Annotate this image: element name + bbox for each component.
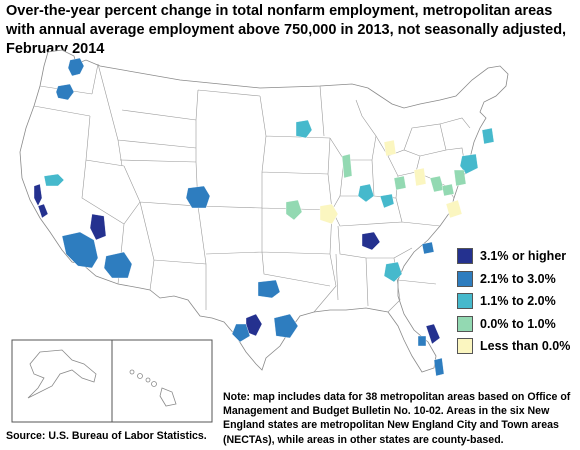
legend-item: 3.1% or higher [457, 245, 577, 268]
legend-item: Less than 0.0% [457, 335, 577, 358]
us-outline [19, 49, 509, 373]
metro-denver [185, 185, 211, 209]
legend-swatch [457, 338, 473, 355]
metro-phoenix [103, 251, 133, 279]
source-credit: Source: U.S. Bureau of Labor Statistics. [6, 430, 207, 442]
us-map [11, 49, 509, 423]
metro-orlando [425, 323, 441, 345]
metro-san-jose [37, 203, 49, 219]
metro-cleveland [413, 167, 427, 187]
legend-label: 3.1% or higher [480, 249, 567, 264]
metro-seattle [67, 57, 85, 77]
metro-new-york [459, 153, 479, 175]
legend-swatch [457, 248, 473, 265]
metro-las-vegas [89, 213, 107, 241]
metro-sacramento [43, 173, 65, 187]
metro-dallas [257, 279, 281, 299]
metro-columbus [393, 175, 407, 191]
metro-philadelphia [453, 169, 467, 187]
legend-swatch [457, 315, 473, 332]
metro-portland [55, 83, 75, 101]
legend-swatch [457, 293, 473, 310]
metro-cincinnati [379, 193, 395, 209]
metro-tampa [417, 335, 427, 347]
metro-minneapolis [295, 119, 313, 139]
metro-san-antonio [231, 323, 251, 343]
legend-swatch [457, 270, 473, 287]
alaska-shape [27, 349, 97, 399]
metro-chicago [341, 153, 353, 179]
metro-indianapolis [357, 183, 375, 203]
legend-label: 2.1% to 3.0% [480, 271, 556, 286]
map-note: Note: map includes data for 38 metropoli… [223, 391, 571, 446]
legend: 3.1% or higher 2.1% to 3.0% 1.1% to 2.0%… [457, 245, 577, 358]
metro-baltimore [441, 183, 455, 197]
metro-st-louis [319, 203, 339, 225]
metro-nashville [361, 231, 381, 251]
metro-washington [445, 199, 463, 219]
metro-riverside [61, 231, 99, 269]
legend-item: 1.1% to 2.0% [457, 290, 577, 313]
legend-label: 0.0% to 1.0% [480, 316, 556, 331]
metro-charlotte [421, 241, 435, 255]
metro-san-francisco [33, 183, 43, 207]
map-title: Over-the-year percent change in total no… [6, 3, 567, 57]
metro-miami [433, 357, 445, 377]
metro-boston [481, 127, 495, 145]
legend-label: Less than 0.0% [480, 339, 571, 354]
metro-atlanta [383, 261, 403, 283]
metro-detroit [383, 139, 397, 157]
metro-kansas-city [285, 199, 303, 221]
legend-item: 0.0% to 1.0% [457, 313, 577, 336]
legend-label: 1.1% to 2.0% [480, 294, 556, 309]
metro-houston [273, 313, 299, 339]
legend-item: 2.1% to 3.0% [457, 268, 577, 291]
hawaii-shape [129, 369, 177, 407]
